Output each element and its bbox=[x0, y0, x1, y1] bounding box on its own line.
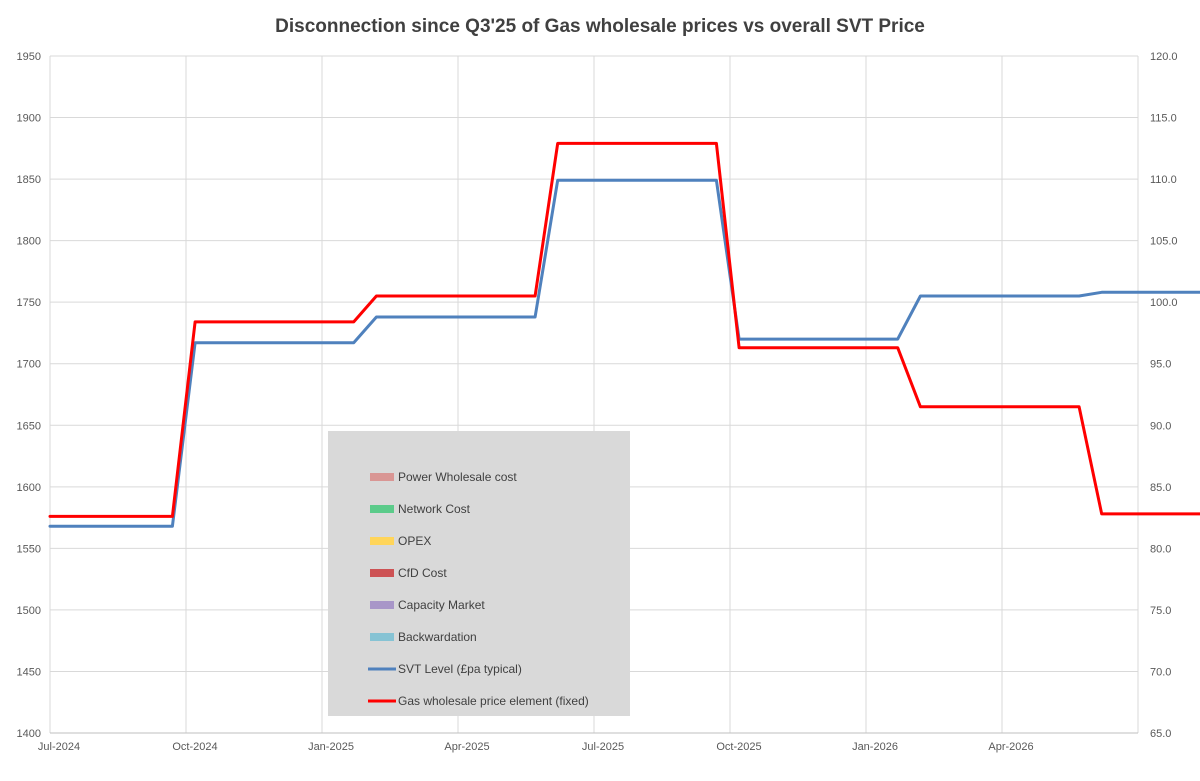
y-left-tick-label: 1400 bbox=[17, 728, 41, 740]
legend-swatch bbox=[370, 569, 394, 577]
y-left-tick-label: 1900 bbox=[17, 113, 41, 125]
legend-label: SVT Level (£pa typical) bbox=[398, 662, 522, 676]
y-right-tick-label: 85.0 bbox=[1150, 482, 1171, 494]
y-left-tick-label: 1550 bbox=[17, 543, 41, 555]
y-right-tick-label: 65.0 bbox=[1150, 728, 1171, 740]
y-right-tick-label: 105.0 bbox=[1150, 236, 1178, 248]
y-left-tick-label: 1500 bbox=[17, 605, 41, 617]
y-left-tick-label: 1800 bbox=[17, 236, 41, 248]
series-lines bbox=[48, 141, 1200, 528]
x-tick-label: Apr-2025 bbox=[444, 741, 489, 753]
y-right-tick-label: 70.0 bbox=[1150, 666, 1171, 678]
y-axis-right: 65.0 70.0 75.0 80.0 85.0 90.0 95.0 100.0 105.0 11… bbox=[1150, 51, 1178, 740]
y-right-tick-label: 120.0 bbox=[1150, 51, 1178, 63]
y-right-tick-label: 95.0 bbox=[1150, 359, 1171, 371]
x-tick-label: Jul-2024 bbox=[38, 741, 80, 753]
x-tick-label: Oct-2024 bbox=[172, 741, 217, 753]
y-left-tick-label: 1850 bbox=[17, 174, 41, 186]
legend-swatch bbox=[370, 633, 394, 641]
legend-label: OPEX bbox=[398, 534, 431, 548]
legend: Power Wholesale cost Network Cost OPEX CfD … bbox=[328, 431, 630, 716]
x-tick-label: Jul-2025 bbox=[582, 741, 624, 753]
legend-label: Gas wholesale price element (fixed) bbox=[398, 694, 589, 708]
y-right-tick-label: 80.0 bbox=[1150, 543, 1171, 555]
y-left-tick-label: 1950 bbox=[17, 51, 41, 63]
y-right-tick-label: 100.0 bbox=[1150, 297, 1178, 309]
y-right-tick-label: 75.0 bbox=[1150, 605, 1171, 617]
x-tick-label: Oct-2025 bbox=[716, 741, 761, 753]
y-right-tick-label: 110.0 bbox=[1150, 174, 1177, 186]
y-left-tick-label: 1750 bbox=[17, 297, 41, 309]
legend-label: Backwardation bbox=[398, 630, 477, 644]
legend-label: Network Cost bbox=[398, 502, 471, 516]
x-tick-label: Apr-2026 bbox=[988, 741, 1033, 753]
y-left-tick-label: 1650 bbox=[17, 420, 41, 432]
y-right-tick-label: 115.0 bbox=[1150, 113, 1177, 125]
y-left-tick-label: 1600 bbox=[17, 482, 41, 494]
x-tick-label: Jan-2026 bbox=[852, 741, 898, 753]
y-axis-left: 1400 1450 1500 1550 1600 1650 1700 1750 1800 1850… bbox=[17, 51, 41, 740]
legend-swatch bbox=[370, 537, 394, 545]
y-left-tick-label: 1450 bbox=[17, 666, 41, 678]
y-left-tick-label: 1700 bbox=[17, 359, 41, 371]
legend-swatch bbox=[370, 473, 394, 481]
legend-label: CfD Cost bbox=[398, 566, 447, 580]
legend-swatch bbox=[370, 505, 394, 513]
legend-swatch bbox=[370, 601, 394, 609]
gas-wholesale-line bbox=[48, 141, 1200, 518]
legend-label: Power Wholesale cost bbox=[398, 470, 517, 484]
x-axis: Jul-2024 Oct-2024 Jan-2025 Apr-2025 Jul-2025… bbox=[38, 741, 1034, 753]
y-right-tick-label: 90.0 bbox=[1150, 420, 1171, 432]
chart-title: Disconnection since Q3'25 of Gas wholesa… bbox=[275, 16, 925, 37]
legend-label: Capacity Market bbox=[398, 598, 485, 612]
x-tick-label: Jan-2025 bbox=[308, 741, 354, 753]
svt-level-line bbox=[48, 178, 1200, 528]
